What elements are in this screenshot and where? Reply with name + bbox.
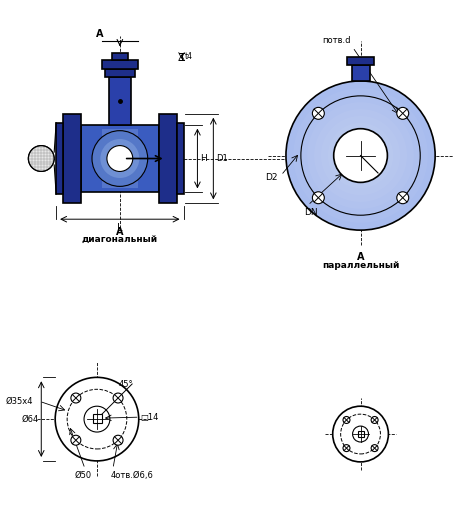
- Text: диагональный: диагональный: [82, 235, 158, 244]
- Text: A: A: [96, 29, 104, 39]
- Polygon shape: [112, 53, 128, 60]
- Polygon shape: [63, 114, 81, 203]
- Circle shape: [397, 108, 409, 119]
- Polygon shape: [109, 77, 131, 125]
- Circle shape: [371, 444, 378, 452]
- Polygon shape: [105, 69, 135, 77]
- Circle shape: [397, 192, 409, 204]
- Text: D1: D1: [216, 154, 228, 163]
- Text: D2: D2: [265, 173, 278, 182]
- Polygon shape: [347, 57, 375, 65]
- Circle shape: [92, 131, 148, 186]
- Circle shape: [55, 377, 139, 461]
- Text: параллельный: параллельный: [322, 261, 399, 270]
- Circle shape: [71, 435, 81, 445]
- Circle shape: [113, 435, 123, 445]
- Polygon shape: [102, 129, 138, 188]
- Polygon shape: [56, 123, 63, 195]
- Polygon shape: [112, 133, 128, 184]
- Circle shape: [343, 444, 350, 452]
- Polygon shape: [351, 65, 369, 81]
- Circle shape: [353, 426, 369, 442]
- Text: потв.d: потв.d: [322, 36, 350, 45]
- Polygon shape: [176, 123, 183, 195]
- Circle shape: [84, 406, 110, 432]
- Circle shape: [334, 129, 388, 182]
- Circle shape: [371, 416, 378, 423]
- Text: A: A: [357, 252, 364, 262]
- Text: DN: DN: [304, 208, 318, 217]
- Polygon shape: [159, 114, 176, 203]
- Circle shape: [113, 393, 123, 403]
- Text: L: L: [117, 223, 123, 233]
- Circle shape: [100, 139, 139, 178]
- Bar: [357, 431, 363, 437]
- Text: t4: t4: [184, 52, 193, 61]
- Text: 4отв.Ø6,6: 4отв.Ø6,6: [111, 471, 154, 480]
- Circle shape: [286, 81, 435, 230]
- Circle shape: [343, 416, 350, 423]
- Text: Ø50: Ø50: [75, 471, 92, 480]
- Text: H: H: [200, 154, 207, 163]
- Text: □14: □14: [141, 413, 159, 422]
- Circle shape: [313, 108, 324, 119]
- Bar: [93, 414, 102, 423]
- Circle shape: [71, 393, 81, 403]
- Text: A: A: [116, 227, 124, 237]
- Text: Ø64: Ø64: [22, 415, 39, 423]
- Text: Ø35х4: Ø35х4: [6, 397, 33, 406]
- Polygon shape: [81, 125, 159, 193]
- Polygon shape: [102, 60, 138, 69]
- Circle shape: [313, 192, 324, 204]
- Circle shape: [333, 406, 388, 462]
- Circle shape: [107, 145, 133, 172]
- Circle shape: [28, 145, 54, 172]
- Text: 45°: 45°: [119, 380, 133, 389]
